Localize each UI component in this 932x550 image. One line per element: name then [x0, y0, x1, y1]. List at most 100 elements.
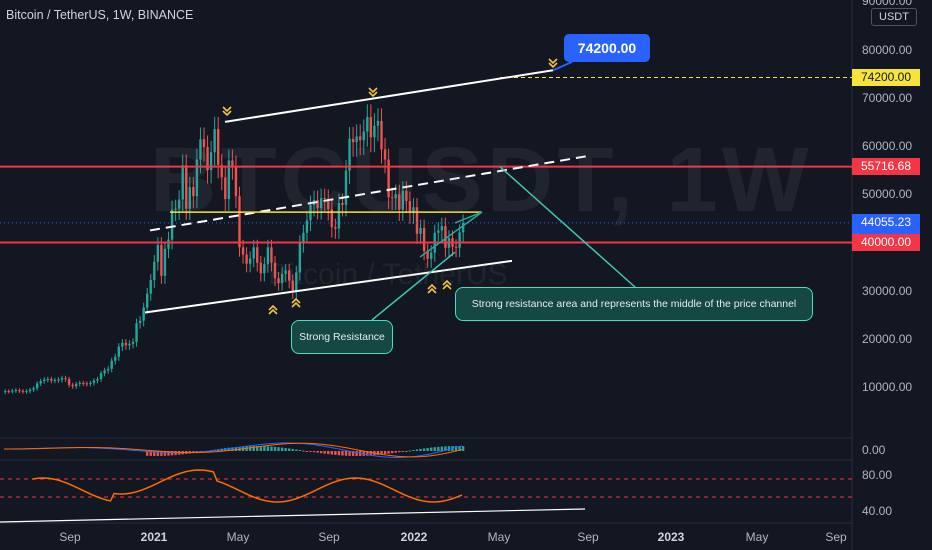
candle [32, 388, 35, 390]
candle [92, 380, 96, 383]
y-tick-label: 20000.00 [862, 332, 913, 346]
macd-bar [231, 447, 234, 451]
candle [192, 187, 195, 197]
candle [170, 209, 174, 240]
candle [231, 160, 234, 167]
x-tick-label: May [487, 530, 511, 544]
candle [437, 230, 440, 233]
peak-marker [368, 87, 378, 98]
candle [302, 232, 305, 243]
x-tick-label: Sep [59, 530, 81, 544]
strong-resistance-callout[interactable]: Strong Resistance [291, 320, 393, 354]
macd-bar [156, 451, 160, 456]
x-tick-label: Sep [318, 530, 340, 544]
candle [298, 242, 302, 273]
macd-bar [422, 448, 426, 451]
candle [85, 383, 89, 385]
macd-bar [298, 449, 302, 451]
macd-bar [444, 446, 447, 451]
price-tag: 40000.00 [852, 234, 920, 251]
macd-bar [280, 447, 284, 451]
candle [57, 379, 60, 381]
resistance-area-callout[interactable]: Strong resistance area and represents th… [455, 287, 813, 321]
target-price-label[interactable]: 74200.00 [564, 34, 650, 62]
y-tick-label: 90000.00 [862, 0, 913, 9]
macd-bar [348, 451, 351, 456]
candle [238, 196, 241, 248]
candle [376, 120, 380, 126]
candle [341, 202, 344, 205]
candle [305, 220, 309, 233]
candle [160, 244, 163, 276]
candle [156, 244, 160, 262]
x-tick-label: Sep [825, 530, 847, 544]
macd-bar [146, 451, 149, 456]
candle [241, 247, 245, 255]
macd-bar [167, 451, 170, 456]
y-tick-label: 80000.00 [862, 42, 913, 57]
rsi-tick-40: 40.00 [862, 504, 893, 518]
candle [430, 252, 433, 259]
macd-bar [412, 449, 415, 451]
macd-bar [302, 450, 305, 452]
candle [334, 227, 337, 229]
candle [7, 391, 10, 393]
candle [227, 160, 231, 200]
candle [67, 379, 71, 385]
chart-watermark-sub: Bitcoin / TetherUS [268, 258, 508, 291]
macd-bar [390, 451, 394, 454]
macd-bar [248, 446, 252, 451]
price-tag: 74200.00 [852, 68, 920, 86]
candle [89, 382, 92, 384]
candle [213, 129, 216, 153]
candle [202, 139, 206, 147]
candle [163, 248, 167, 276]
candle [252, 247, 255, 259]
trough-marker [268, 304, 278, 315]
candle [277, 278, 280, 284]
macd-bar [149, 451, 152, 456]
macd-bar [153, 451, 156, 456]
candle [284, 270, 287, 274]
macd-bar [344, 451, 348, 456]
macd-bar [351, 451, 355, 456]
candle [103, 370, 106, 374]
macd-bar [437, 446, 440, 451]
macd-bar [323, 451, 326, 454]
candle [263, 264, 266, 274]
candle [195, 159, 199, 197]
candle [124, 342, 128, 346]
candle [149, 280, 152, 294]
chart-title: Bitcoin / TetherUS, 1W, BINANCE [6, 8, 194, 22]
candle [78, 382, 81, 384]
candle [138, 320, 142, 324]
macd-bar [401, 451, 404, 452]
macd-bar [284, 447, 287, 451]
currency-button[interactable]: USDT [871, 8, 917, 26]
candle [18, 390, 21, 392]
macd-bar [327, 451, 330, 455]
candle [114, 356, 117, 361]
candle [96, 379, 99, 381]
resistance-path [419, 211, 483, 258]
macd-bar [288, 448, 291, 451]
candle [174, 208, 177, 210]
candle [248, 258, 252, 264]
x-tick-label: May [745, 530, 769, 544]
candle [199, 139, 202, 160]
macd-bar [234, 446, 238, 451]
candle [224, 177, 227, 200]
channel-mid-line [149, 154, 591, 232]
candle [383, 149, 387, 160]
y-tick-label: 10000.00 [862, 380, 913, 395]
macd-bar [440, 446, 444, 451]
candle [177, 199, 181, 209]
candle [39, 380, 42, 384]
trough-marker [427, 283, 437, 294]
macd-bar [334, 451, 337, 455]
candle [99, 373, 103, 380]
y-tick-label: 50000.00 [862, 187, 913, 202]
macd-bar [454, 446, 458, 451]
candle [415, 207, 419, 234]
